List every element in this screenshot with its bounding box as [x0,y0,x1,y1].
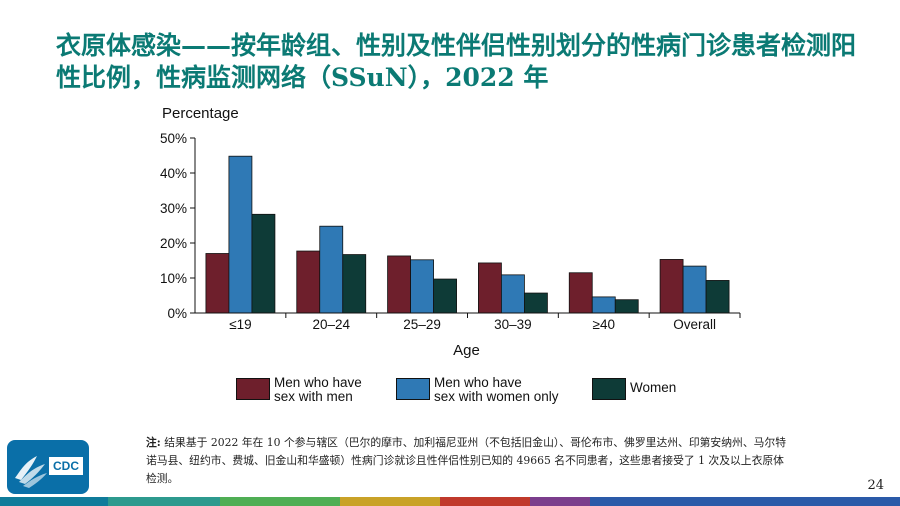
bar [501,274,525,314]
bottom-bar-segment [220,497,340,506]
page-number: 24 [867,478,884,493]
bar [319,225,344,314]
legend-label-women: Women [630,380,677,395]
y-tick-label: 20% [160,236,187,251]
bar [228,155,253,314]
bottom-bar-segment [0,497,108,506]
cdc-logo-text: CDC [49,457,83,475]
bar [410,259,434,314]
bars-group [205,155,730,314]
bottom-color-bar [0,497,900,506]
bar [387,255,411,314]
legend-item-msm: Men who have sex with men [236,376,362,404]
x-tick-label: Overall [673,317,716,332]
bar [478,262,502,314]
bar [568,272,593,314]
y-axis-label: Percentage [162,105,239,122]
y-tick-label: 30% [160,201,187,216]
x-tick-label: 25–29 [403,317,441,332]
legend-swatch-women [592,378,626,400]
legend-label-msw: Men who have sex with women only [434,375,559,404]
bar [251,213,276,314]
x-tick-label: ≤19 [229,317,251,332]
legend-item-women: Women [592,376,676,400]
x-axis-label: Age [453,342,480,359]
bottom-bar-segment [530,497,590,506]
bar [705,280,730,314]
bottom-bar-segment [340,497,440,506]
x-tick-label: 20–24 [312,317,350,332]
x-tick-label: ≥40 [593,317,615,332]
y-tick-label: 0% [167,306,187,321]
slide-title: 衣原体感染——按年龄组、性别及性伴侣性别划分的性病门诊患者检测阳性比例，性病监测… [56,31,857,92]
legend-label-msm: Men who have sex with men [274,375,362,404]
bar [342,254,367,314]
bottom-bar-segment [590,497,900,506]
bottom-bar-segment [440,497,530,506]
legend-item-msw: Men who have sex with women only [396,376,559,404]
bar [614,299,639,314]
footnote-label: 注: [146,436,161,449]
chart: Percentage 0% 10% 20% 30% 40% 50% ≤19 20–24 25–29… [160,105,741,359]
footnote-text: 结果基于 2022 年在 10 个参与辖区（巴尔的摩市、加利福尼亚州（不包括旧金… [146,436,787,485]
footnote: 注: 结果基于 2022 年在 10 个参与辖区（巴尔的摩市、加利福尼亚州（不包… [146,434,786,488]
legend-swatch-msm [236,378,270,400]
cdc-logo: CDC [7,440,89,494]
bottom-bar-segment [108,497,220,506]
axes-group: Percentage 0% 10% 20% 30% 40% 50% ≤19 20–24 25–29… [160,105,741,359]
bar [659,259,684,314]
x-tick-label: 30–39 [494,317,532,332]
hhs-eagle-icon [15,456,47,488]
bar [296,250,321,314]
bar [433,278,457,314]
bar [591,296,616,314]
y-tick-label: 40% [160,166,187,181]
bar [205,253,230,314]
y-tick-label: 10% [160,271,187,286]
bar [682,265,707,314]
legend-swatch-msw [396,378,430,400]
bar [524,292,548,314]
y-tick-label: 50% [160,131,187,146]
